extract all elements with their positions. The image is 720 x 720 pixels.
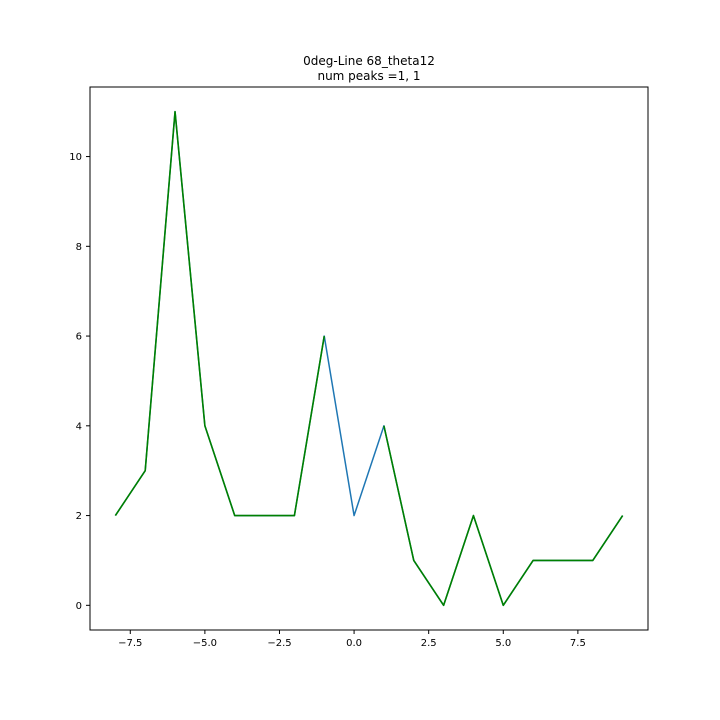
x-tick-label: 2.5	[421, 638, 437, 649]
y-tick-label: 4	[76, 421, 82, 432]
x-tick-label: −5.0	[193, 638, 217, 649]
chart-subtitle: num peaks =1, 1	[317, 69, 420, 83]
axes-frame	[89, 86, 649, 631]
x-tick-label: 7.5	[570, 638, 586, 649]
plot-area	[114, 110, 624, 607]
y-tick-label: 8	[76, 242, 82, 253]
x-tick-label: 0.0	[346, 638, 362, 649]
x-tick-label: −2.5	[267, 638, 291, 649]
x-tick-label: 5.0	[495, 638, 511, 649]
chart-title: 0deg-Line 68_theta12	[303, 54, 435, 68]
y-tick-label: 2	[76, 511, 82, 522]
y-tick-label: 0	[76, 601, 82, 612]
series-2-line-segment-1	[114, 110, 326, 517]
x-tick-label: −7.5	[118, 638, 142, 649]
y-axis: 0 2 4 6 8 10	[69, 152, 90, 612]
series-2-line-segment-2	[383, 425, 624, 607]
x-axis: −7.5 −5.0 −2.5 0.0 2.5 5.0 7.5	[118, 630, 586, 649]
y-tick-label: 6	[76, 332, 82, 343]
y-tick-label: 10	[69, 152, 82, 163]
